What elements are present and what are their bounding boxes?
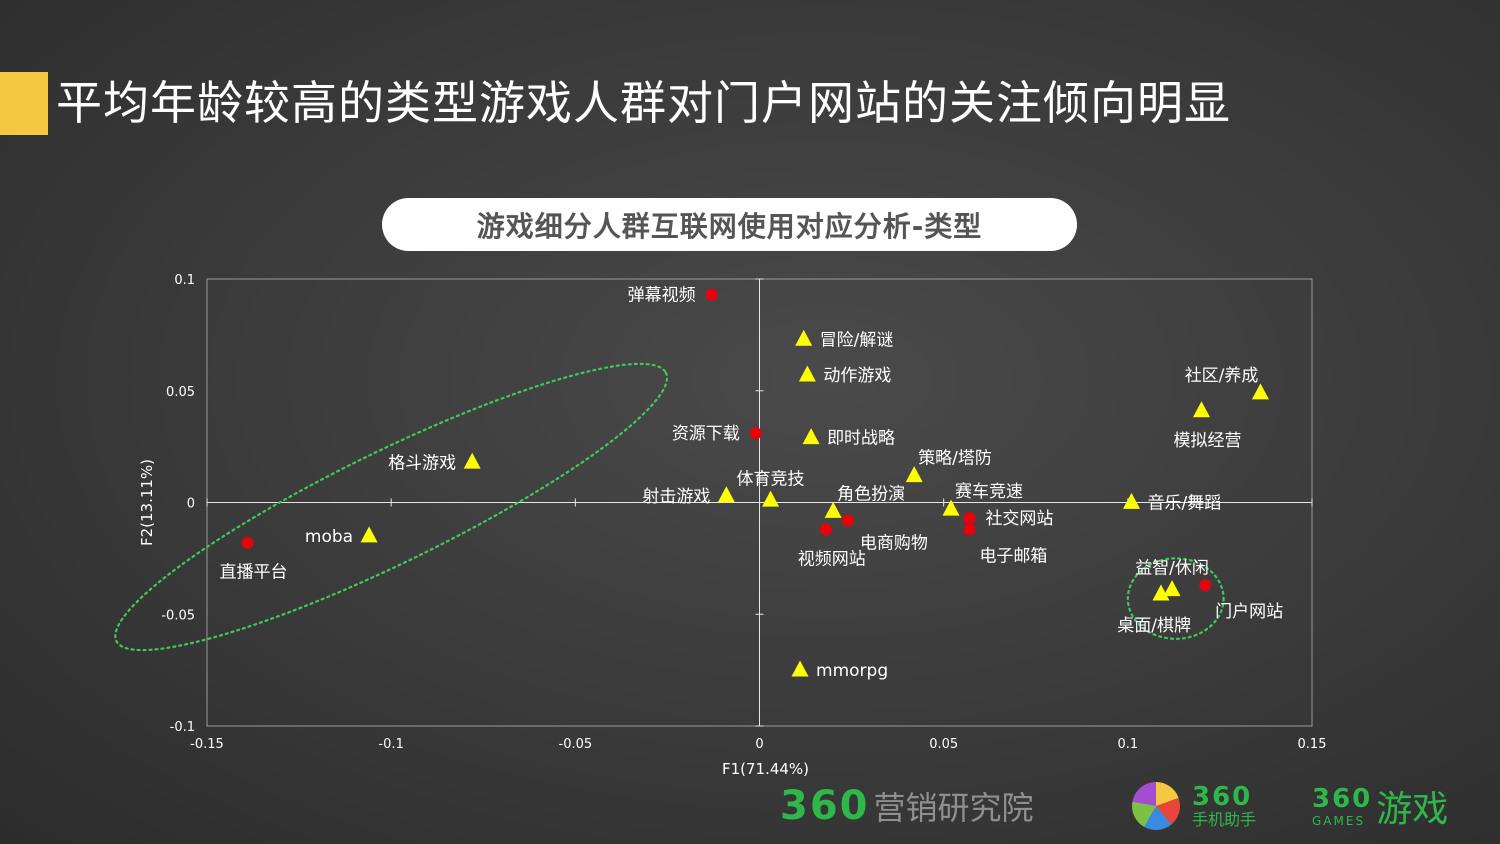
- data-point-label: 社区/养成: [1185, 366, 1259, 386]
- data-point-triangle: [762, 490, 780, 507]
- data-point-label: 角色扮演: [837, 484, 905, 504]
- data-point-triangle: [1251, 383, 1269, 400]
- data-point-circle: [1199, 579, 1212, 592]
- brand-360-games: 360 GAMES 游戏: [1312, 782, 1449, 831]
- data-point-label: 电商购物: [860, 533, 928, 553]
- chart-subtitle: 游戏细分人群互联网使用对应分析-类型: [476, 209, 983, 243]
- x-axis-title: F1(71.44%): [722, 760, 809, 778]
- brand-a-mark: 360: [780, 783, 870, 829]
- data-point-triangle: [824, 501, 842, 518]
- brand-360-mobile-assistant: 360 手机助手: [1132, 782, 1256, 830]
- data-point-label: 桌面/棋牌: [1117, 616, 1191, 636]
- brand-c-sub: GAMES: [1312, 813, 1366, 828]
- data-point-circle: [841, 514, 854, 527]
- x-tick-label: 0.1: [1117, 737, 1138, 752]
- data-point-circle: [963, 512, 976, 525]
- data-point-circle: [241, 536, 254, 549]
- data-point-triangle: [795, 329, 813, 346]
- data-point-triangle: [717, 486, 735, 503]
- brand-b-sub: 手机助手: [1192, 810, 1257, 829]
- data-point-label: 体育竞技: [737, 469, 805, 489]
- mobile-assistant-logo-icon: [1132, 782, 1180, 830]
- x-tick-label: -0.05: [559, 737, 593, 752]
- x-tick-label: -0.1: [378, 737, 403, 752]
- data-point-triangle: [463, 452, 481, 469]
- chart-subtitle-pill: 游戏细分人群互联网使用对应分析-类型: [382, 198, 1077, 251]
- data-point-circle: [819, 523, 832, 536]
- x-tick-label: 0.15: [1298, 737, 1327, 752]
- data-point-label: 射击游戏: [642, 487, 710, 507]
- y-tick-label: -0.05: [161, 608, 195, 623]
- data-point-label: 益智/休闲: [1135, 559, 1209, 579]
- data-point-triangle: [1193, 401, 1210, 418]
- data-point-triangle: [360, 526, 378, 543]
- brand-a-text: 营销研究院: [873, 789, 1034, 827]
- y-tick-label: 0.1: [174, 273, 195, 288]
- brand-b-mark: 360: [1192, 782, 1253, 812]
- page-title: 平均年龄较高的类型游戏人群对门户网站的关注倾向明显: [56, 76, 1231, 130]
- brand-c-text: 游戏: [1376, 789, 1449, 830]
- x-tick-label: 0: [755, 737, 763, 752]
- data-point-triangle: [798, 365, 816, 382]
- data-point-label: 即时战略: [827, 429, 895, 449]
- data-point-triangle: [1163, 580, 1181, 597]
- data-point-label: 直播平台: [220, 563, 288, 583]
- data-point-triangle: [1123, 492, 1141, 509]
- data-point-triangle: [1152, 584, 1170, 601]
- data-point-label: 格斗游戏: [388, 453, 456, 473]
- group-highlight-ellipse: [1126, 557, 1225, 640]
- data-point-label: 赛车竞速: [955, 481, 1023, 502]
- data-point-label: 策略/塔防: [918, 449, 992, 469]
- data-point-label: 音乐/舞蹈: [1148, 494, 1222, 514]
- data-point-triangle: [802, 428, 820, 445]
- data-point-circle: [749, 427, 762, 440]
- data-point-label: mmorpg: [816, 661, 888, 681]
- brand-360-marketing-institute: 360 营销研究院: [780, 782, 1034, 830]
- data-point-label: 模拟经营: [1174, 431, 1242, 451]
- data-point-label: 弹幕视频: [628, 286, 696, 306]
- data-point-circle: [705, 288, 718, 301]
- x-tick-label: 0.05: [929, 737, 958, 752]
- data-point-triangle: [905, 466, 923, 483]
- data-point-label: 视频网站: [798, 549, 866, 569]
- data-point-label: 冒险/解谜: [820, 330, 894, 350]
- data-point-label: 电子邮箱: [979, 546, 1047, 566]
- data-point-label: 动作游戏: [823, 366, 891, 386]
- x-tick-label: -0.15: [190, 737, 224, 752]
- data-point-label: 社交网站: [985, 509, 1053, 529]
- data-point-label: 资源下载: [672, 424, 740, 444]
- y-axis-title: F2(13.11%): [138, 459, 156, 546]
- data-point-triangle: [791, 660, 809, 677]
- y-tick-label: -0.1: [170, 720, 195, 735]
- data-point-label: moba: [305, 527, 353, 547]
- data-point-circle: [963, 523, 976, 536]
- data-point-label: 门户网站: [1215, 602, 1283, 622]
- brand-c-mark: 360: [1312, 783, 1373, 814]
- y-tick-label: 0.05: [166, 385, 195, 400]
- data-point-triangle: [942, 499, 960, 516]
- group-highlight-ellipse: [114, 362, 669, 652]
- y-tick-label: 0: [187, 497, 195, 512]
- title-accent-bar: [0, 72, 48, 135]
